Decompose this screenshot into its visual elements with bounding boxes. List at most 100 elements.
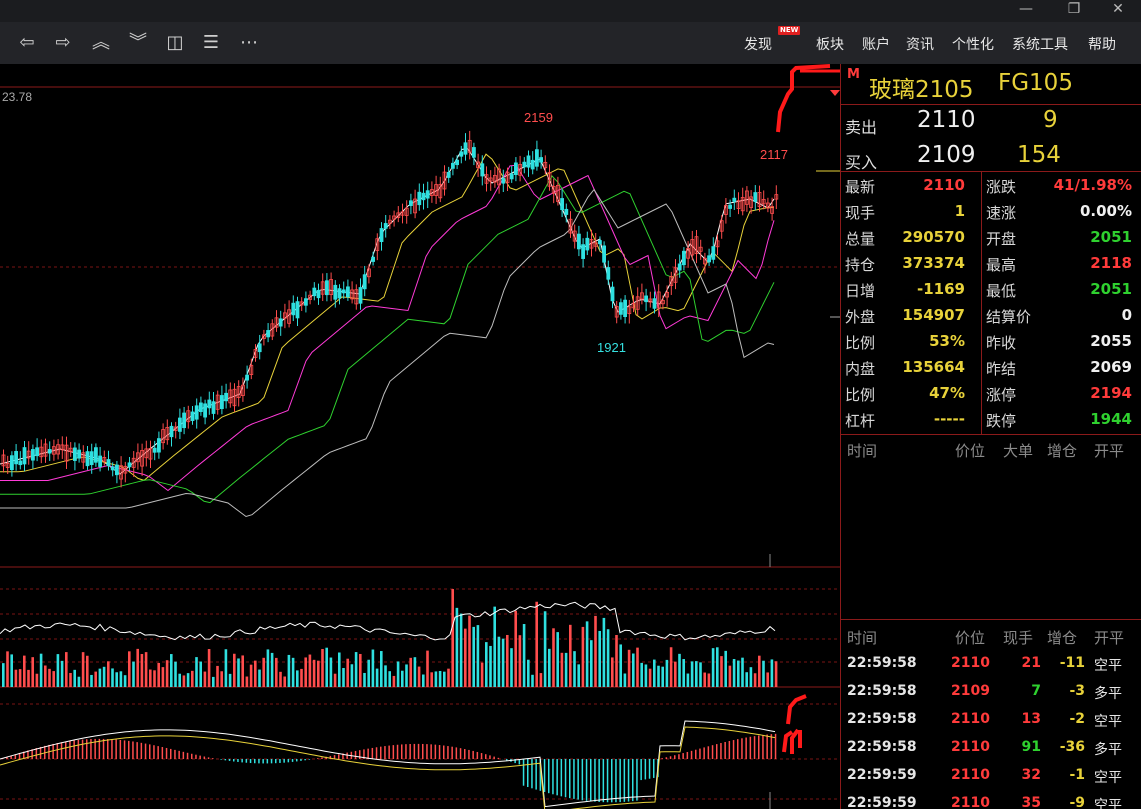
candle xyxy=(774,194,779,200)
volume-bar xyxy=(552,628,555,687)
candle xyxy=(497,168,502,186)
macd-bar xyxy=(128,740,130,759)
macd-bar xyxy=(443,745,445,759)
tick-time: 22:59:59 xyxy=(847,767,917,783)
volume-bar xyxy=(686,673,690,687)
macd-bar xyxy=(107,739,109,759)
minimize-button[interactable]: — xyxy=(1019,1,1033,17)
volume-bar xyxy=(182,675,186,687)
volume-bar xyxy=(321,648,324,687)
page-up-icon[interactable]: ︽ xyxy=(92,32,110,53)
back-arrow-icon[interactable]: ⇦ xyxy=(19,32,35,53)
stat-value: 2051 xyxy=(1090,280,1132,298)
candle xyxy=(358,287,363,304)
candle xyxy=(320,281,325,295)
macd-bar xyxy=(632,759,634,802)
candle xyxy=(5,463,10,468)
close-button[interactable]: ✕ xyxy=(1112,1,1124,17)
macd-bar xyxy=(644,759,647,780)
candle xyxy=(140,450,145,467)
macd-bar xyxy=(56,743,59,759)
volume-bar xyxy=(606,629,610,687)
volume-bar xyxy=(170,654,173,687)
candle xyxy=(707,255,711,263)
kline-chart[interactable]: 23.78 2159 1921 2117 xyxy=(0,64,840,809)
macd-bar xyxy=(81,739,84,759)
macd-bar xyxy=(531,759,533,789)
macd-bar xyxy=(703,747,705,759)
candle xyxy=(425,190,430,199)
menu-account[interactable]: 账户 xyxy=(862,37,890,53)
stat-label: 现手 xyxy=(845,204,876,222)
candle xyxy=(383,223,388,229)
candle xyxy=(73,447,77,461)
macd-bar xyxy=(170,748,172,759)
menu-help[interactable]: 帮助 xyxy=(1088,37,1116,53)
stat-label: 比例 xyxy=(845,334,876,352)
candle xyxy=(257,343,262,353)
menu-discover[interactable]: 发现 xyxy=(744,37,772,53)
macd-bar xyxy=(275,759,277,764)
macd-bar xyxy=(258,759,260,764)
page-down-icon[interactable]: ︾ xyxy=(129,32,147,53)
volume-bar xyxy=(720,656,723,687)
tick-time: 22:59:58 xyxy=(847,683,917,699)
macd-bar xyxy=(459,748,462,759)
candle xyxy=(249,364,254,376)
tick-oi: -36 xyxy=(1059,739,1085,755)
macd-bar xyxy=(321,757,323,759)
candle xyxy=(471,147,476,158)
list-icon[interactable]: ☰ xyxy=(202,32,220,53)
tick-type: 空平 xyxy=(1094,658,1122,674)
tick-type: 多平 xyxy=(1094,686,1122,702)
macd-bar xyxy=(422,743,424,759)
macd-bar xyxy=(77,739,80,759)
volume-bar xyxy=(279,671,282,687)
more-icon[interactable]: ⋯ xyxy=(240,32,258,53)
volume-bar xyxy=(333,673,337,687)
candle xyxy=(724,205,728,215)
volume-bar xyxy=(308,654,312,687)
volume-bar xyxy=(426,650,429,687)
contract-code: FG105 xyxy=(998,70,1073,96)
macd-bar xyxy=(333,755,336,759)
volume-bar xyxy=(312,659,316,687)
volume-bar xyxy=(123,675,127,687)
column-header: 增仓 xyxy=(1047,629,1078,647)
macd-bar xyxy=(770,734,773,759)
volume-bar xyxy=(191,670,194,687)
stat-value: 0 xyxy=(1121,306,1132,324)
candle xyxy=(232,388,237,407)
stat-label: 日增 xyxy=(845,282,876,300)
stat-value: 2194 xyxy=(1090,384,1132,402)
volume-bar xyxy=(371,649,375,687)
volume-bar xyxy=(207,649,211,687)
candle xyxy=(619,302,623,315)
column-header: 时间 xyxy=(847,629,878,647)
volume-bar xyxy=(749,667,753,687)
macd-bar xyxy=(527,759,529,788)
candle xyxy=(81,452,86,463)
forward-arrow-icon[interactable]: ⇨ xyxy=(55,32,71,53)
volume-bar xyxy=(174,661,177,687)
volume-bar xyxy=(711,648,715,687)
volume-bar xyxy=(732,659,736,687)
volume-bar xyxy=(699,662,702,687)
macd-bar xyxy=(522,759,525,786)
candle xyxy=(455,159,460,166)
menu-system-tools[interactable]: 系统工具 xyxy=(1012,37,1068,53)
menu-personalize[interactable]: 个性化 xyxy=(952,37,994,53)
candle xyxy=(345,286,350,298)
menu-sectors[interactable]: 板块 xyxy=(816,37,844,53)
candle xyxy=(211,401,216,414)
macd-bar xyxy=(123,740,126,759)
macd-bar xyxy=(556,759,558,796)
moving-average-line xyxy=(0,175,775,504)
candle xyxy=(303,298,308,306)
macd-bar xyxy=(711,745,714,759)
macd-bar xyxy=(669,756,672,759)
layout-icon[interactable]: ◫ xyxy=(166,32,184,53)
menu-news[interactable]: 资讯 xyxy=(906,37,934,53)
restore-button[interactable]: ❐ xyxy=(1067,1,1081,17)
volume-bar xyxy=(581,626,585,687)
